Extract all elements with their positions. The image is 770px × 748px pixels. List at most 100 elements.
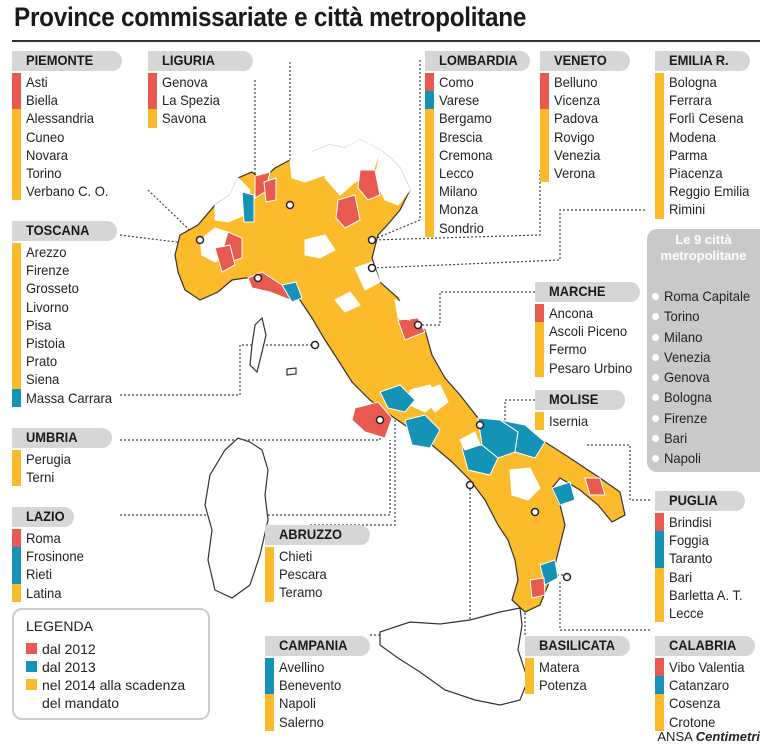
- province-item: Fermo: [535, 340, 639, 359]
- status-color-bar: [540, 163, 549, 183]
- status-color-bar: [655, 513, 664, 532]
- status-color-bar: [655, 585, 664, 604]
- region-header: UMBRIA: [12, 428, 112, 448]
- province-name: Siena: [26, 371, 60, 388]
- province-name: Savona: [162, 110, 207, 127]
- province-item: Lecco: [425, 163, 497, 183]
- status-color-bar: [12, 261, 21, 280]
- metro-title-line1: Le 9 città: [675, 232, 732, 247]
- province-name: Brindisi: [669, 514, 712, 530]
- province-name: Brescia: [439, 128, 483, 145]
- status-color-bar: [425, 200, 434, 219]
- province-item: Bari: [655, 567, 748, 586]
- credit-brand: Centimetri: [695, 729, 760, 744]
- province-item: Sondrio: [425, 218, 497, 237]
- metro-item: Napoli: [650, 449, 757, 469]
- status-color-bar: [655, 694, 664, 713]
- province-name: Padova: [554, 110, 599, 127]
- status-color-bar: [148, 73, 157, 92]
- province-name: Genova: [162, 74, 208, 90]
- status-color-bar: [265, 583, 274, 602]
- status-color-bar: [425, 91, 434, 110]
- province-name: Isernia: [549, 413, 589, 429]
- province-name: Verona: [554, 164, 596, 181]
- status-color-bar: [425, 218, 434, 237]
- region-header: LIGURIA: [148, 51, 253, 71]
- province-name: Livorno: [26, 298, 69, 315]
- province-name: Asti: [26, 74, 48, 90]
- status-color-bar: [540, 109, 549, 128]
- province-item: Alessandria: [12, 109, 115, 128]
- province-item: Savona: [148, 109, 224, 128]
- province-item: Massa Carrara: [12, 388, 119, 407]
- region-name: UMBRIA: [26, 429, 78, 445]
- status-color-bar: [265, 565, 274, 584]
- region-header: PIEMONTE: [12, 51, 122, 71]
- status-color-bar: [12, 388, 21, 407]
- status-color-bar: [12, 583, 21, 602]
- province-item: Taranto: [655, 549, 748, 568]
- province-item: Torino: [12, 163, 115, 183]
- bullet-icon: [652, 313, 659, 321]
- region-name: VENETO: [554, 52, 607, 68]
- credit-prefix: ANSA: [657, 729, 693, 744]
- region-header: PUGLIA: [655, 491, 745, 511]
- status-color-bar: [540, 91, 549, 110]
- province-item: Vicenza: [540, 91, 604, 110]
- status-color-bar: [655, 531, 664, 550]
- province-name: Taranto: [669, 550, 713, 567]
- province-list: Matera Potenza: [525, 658, 590, 695]
- status-color-bar: [535, 322, 544, 341]
- region-name: BASILICATA: [539, 637, 616, 653]
- status-color-bar: [265, 676, 274, 695]
- legend-item: del mandato: [26, 694, 185, 712]
- legend-title: LEGENDA: [26, 618, 93, 634]
- region-header: MARCHE: [535, 282, 640, 302]
- status-color-bar: [12, 352, 21, 371]
- province-name: Salerno: [279, 713, 324, 730]
- legend: LEGENDA dal 2012 dal 2013 nel 2014 alla sc…: [12, 608, 210, 720]
- status-color-bar: [12, 315, 21, 334]
- province-name: Napoli: [279, 695, 316, 712]
- province-name: Bologna: [669, 74, 717, 90]
- metro-item: Milano: [650, 328, 757, 348]
- province-item: Forlì Cesena: [655, 109, 755, 128]
- province-name: Torino: [26, 164, 62, 181]
- province-item: Como: [425, 73, 497, 92]
- province-item: Belluno: [540, 73, 604, 92]
- status-color-bar: [12, 547, 21, 566]
- region-header: EMILIA R.: [655, 51, 750, 71]
- credit: ANSA Centimetri: [657, 729, 760, 744]
- province-name: Rovigo: [554, 128, 595, 145]
- legend-swatch: [26, 661, 37, 672]
- region-name: CALABRIA: [669, 637, 737, 653]
- status-color-bar: [12, 529, 21, 548]
- metro-item: Firenze: [650, 409, 757, 429]
- province-name: Ferrara: [669, 92, 712, 109]
- region-name: LIGURIA: [162, 52, 215, 68]
- province-item: Verbano C. O.: [12, 182, 115, 201]
- legend-item: dal 2013: [26, 658, 185, 676]
- province-item: Matera: [525, 658, 590, 677]
- province-list: Belluno Vicenza Padova Rovigo Venezia Verona: [540, 73, 604, 183]
- province-item: Pisa: [12, 315, 119, 334]
- province-item: Potenza: [525, 676, 590, 695]
- province-item: Roma: [12, 529, 88, 548]
- metro-item: Torino: [650, 307, 757, 327]
- province-list: Perugia Terni: [12, 450, 74, 487]
- province-name: Como: [439, 74, 474, 90]
- province-item: Brindisi: [655, 513, 748, 532]
- province-name: Bergamo: [439, 110, 492, 127]
- region-header: LAZIO: [12, 507, 74, 527]
- province-list: Arezzo Firenze Grosseto Livorno Pisa Pistoia P…: [12, 243, 119, 407]
- region-header: VENETO: [540, 51, 630, 71]
- bullet-icon: [652, 435, 659, 443]
- province-item: Rovigo: [540, 127, 604, 146]
- bullet-icon: [652, 353, 659, 361]
- province-name: Pescara: [279, 566, 327, 583]
- status-color-bar: [12, 145, 21, 164]
- status-color-bar: [655, 549, 664, 568]
- province-item: Avellino: [265, 658, 346, 677]
- bullet-icon: [652, 374, 659, 382]
